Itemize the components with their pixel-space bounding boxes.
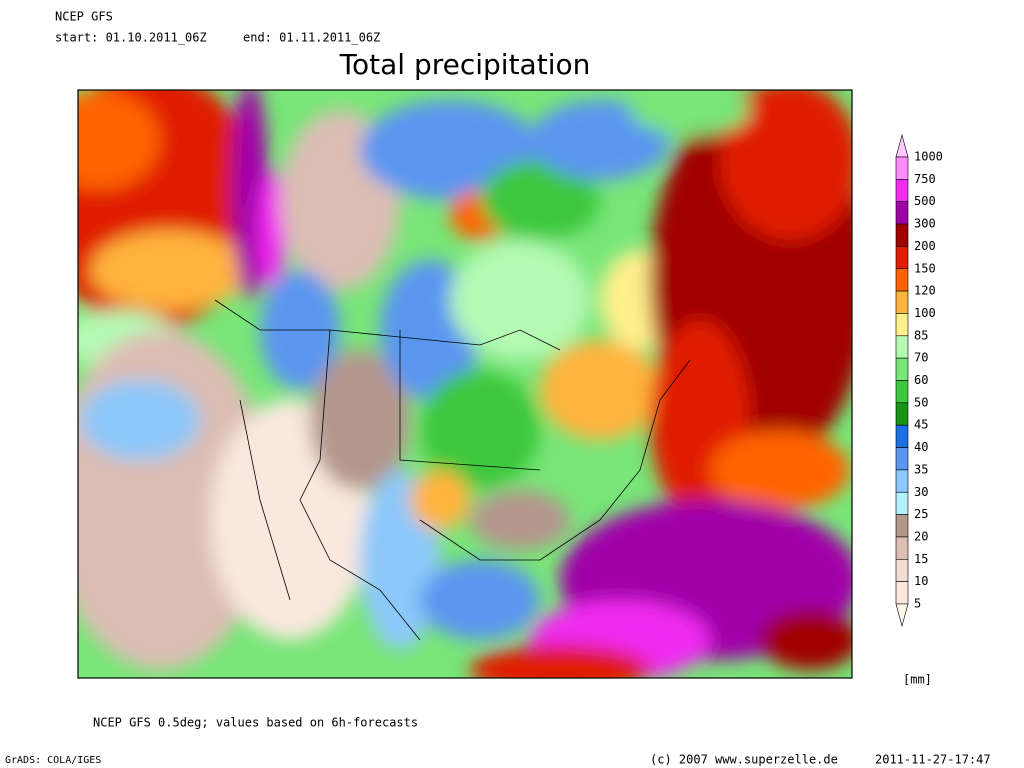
colorbar-swatch — [895, 268, 909, 292]
colorbar-cap — [895, 133, 909, 158]
model-label: NCEP GFS — [55, 10, 113, 24]
colorbar-swatch — [895, 179, 909, 203]
colorbar-swatch — [895, 156, 909, 180]
colorbar-label: 40 — [914, 440, 928, 454]
colorbar: 1000 750 500 300 200 150 120 100 85 70 60 50 45 40 35 3… — [895, 133, 943, 628]
colorbar-swatch — [895, 246, 909, 270]
colorbar-swatch — [895, 469, 909, 493]
colorbar-swatch — [895, 447, 909, 471]
colorbar-label: 30 — [914, 485, 928, 499]
colorbar-swatch — [895, 335, 909, 359]
colorbar-swatch — [895, 536, 909, 560]
colorbar-unit: [mm] — [903, 673, 932, 687]
colorbar-swatch — [895, 491, 909, 515]
colorbar-swatch — [895, 380, 909, 404]
colorbar-cap — [895, 603, 909, 628]
colorbar-label: 70 — [914, 351, 928, 365]
colorbar-swatch — [895, 313, 909, 337]
precipitation-map — [78, 90, 852, 678]
map-title: Total precipitation — [339, 48, 591, 81]
start-time: start: 01.10.2011_06Z — [55, 31, 207, 45]
colorbar-label: 85 — [914, 328, 928, 342]
colorbar-label: 5 — [914, 597, 921, 611]
colorbar-label: 1000 — [914, 150, 943, 164]
colorbar-label: 15 — [914, 552, 928, 566]
colorbar-swatch — [895, 514, 909, 538]
colorbar-swatch — [895, 223, 909, 247]
map-frame — [77, 89, 853, 679]
colorbar-swatch — [895, 290, 909, 314]
software-credit: GrADS: COLA/IGES — [5, 755, 101, 766]
colorbar-swatch — [895, 357, 909, 381]
footer-note: NCEP GFS 0.5deg; values based on 6h-fore… — [93, 716, 418, 730]
colorbar-label: 750 — [914, 172, 936, 186]
colorbar-swatch — [895, 424, 909, 448]
colorbar-label: 300 — [914, 217, 936, 231]
colorbar-label: 25 — [914, 507, 928, 521]
colorbar-label: 60 — [914, 373, 928, 387]
colorbar-label: 100 — [914, 306, 936, 320]
colorbar-label: 500 — [914, 194, 936, 208]
end-time: end: 01.11.2011_06Z — [243, 31, 380, 45]
colorbar-label: 10 — [914, 574, 928, 588]
colorbar-swatch — [895, 581, 909, 605]
colorbar-label: 120 — [914, 284, 936, 298]
colorbar-swatch — [895, 201, 909, 225]
colorbar-label: 150 — [914, 261, 936, 275]
colorbar-swatch — [895, 402, 909, 426]
colorbar-label: 35 — [914, 462, 928, 476]
colorbar-label: 45 — [914, 418, 928, 432]
colorbar-label: 50 — [914, 395, 928, 409]
colorbar-swatch — [895, 558, 909, 582]
copyright: (c) 2007 www.superzelle.de — [650, 753, 838, 767]
timestamp: 2011-11-27-17:47 — [875, 753, 991, 767]
colorbar-label: 200 — [914, 239, 936, 253]
colorbar-label: 20 — [914, 529, 928, 543]
